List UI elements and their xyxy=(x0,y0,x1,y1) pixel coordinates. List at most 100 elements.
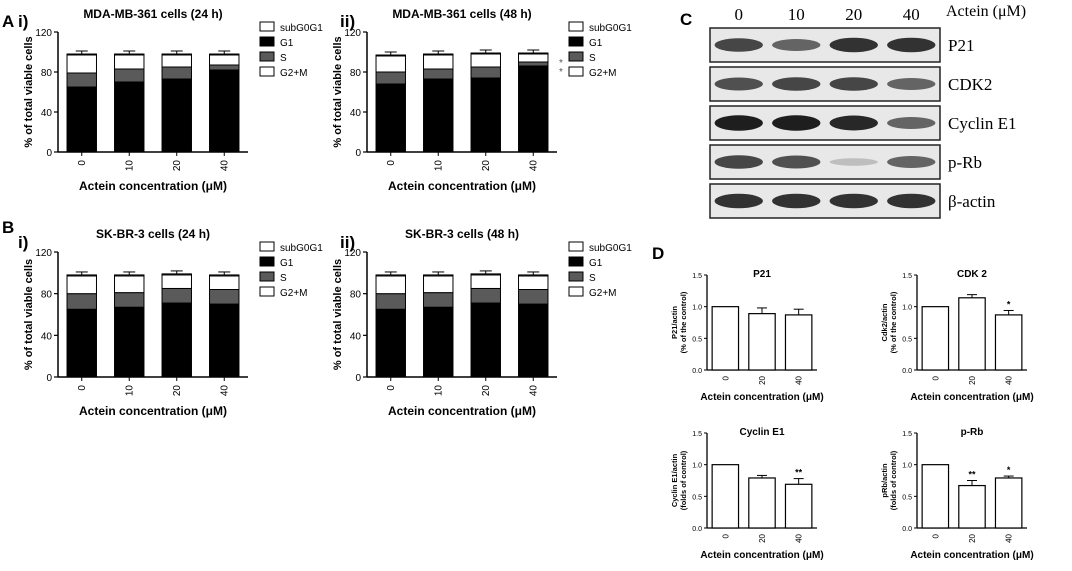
legend-label: S xyxy=(589,53,596,64)
panel-label-b-i: i) xyxy=(18,233,29,252)
chart-b-i: SK-BR-3 cells (24 h) 0 40 80 120% of total v… xyxy=(23,227,323,418)
western-blot: 0 10 20 40 Actein (μM) P21 CDK2 Cyclin E1 p-Rb β-… xyxy=(709,3,1026,219)
blot-band xyxy=(714,77,763,91)
x-tick-label: 10 xyxy=(124,160,135,172)
panel-letter-a: A xyxy=(2,12,15,31)
chart-title: CDK 2 xyxy=(957,269,987,280)
x-tick-label: 40 xyxy=(1005,533,1014,542)
panel-letter-d: D xyxy=(652,244,665,263)
y-tick-label: 0 xyxy=(46,373,52,384)
y-axis-label: % of total viable cells xyxy=(23,36,35,147)
y-tick-label: 0.0 xyxy=(692,526,702,533)
legend-swatch xyxy=(259,36,275,47)
bar-segment xyxy=(209,53,240,56)
y-tick-label: 0 xyxy=(355,373,361,384)
chart-title: SK-BR-3 cells (48 h) xyxy=(405,227,519,241)
blot-lane-label: 40 xyxy=(903,5,920,24)
bar xyxy=(711,464,740,529)
legend-swatch xyxy=(259,286,275,297)
legend-swatch xyxy=(568,241,584,252)
blot-unit-label: Actein (μM) xyxy=(946,3,1026,20)
significance-mark: * xyxy=(1007,465,1011,475)
bar xyxy=(748,313,776,371)
x-axis-label: Actein concentration (μM) xyxy=(388,404,536,418)
legend-swatch xyxy=(568,271,584,282)
bar-segment xyxy=(423,78,454,153)
x-axis-label: Actein concentration (μM) xyxy=(79,179,227,193)
y-tick-label: 1.5 xyxy=(902,431,912,438)
chart-a-i: MDA-MB-361 cells (24 h) 0 40 80 120% of tota… xyxy=(23,7,323,193)
y-tick-label: 40 xyxy=(41,108,53,119)
blot-band xyxy=(772,115,821,131)
blot-protein-label: Cyclin E1 xyxy=(948,114,1016,133)
bar xyxy=(921,464,950,529)
bar-segment xyxy=(66,274,97,277)
y-axis-label: (% of the control) xyxy=(889,291,898,353)
chart-a-ii: MDA-MB-361 cells (48 h) 0 40 80 120% of tota… xyxy=(332,7,632,193)
x-axis-label: Actein concentration (μM) xyxy=(700,392,823,403)
chart-d-p21: P21 0.0 0.5 1.0 1.5 P21/actin (% of the contro… xyxy=(670,269,824,403)
bar xyxy=(994,477,1023,529)
x-tick-label: 0 xyxy=(386,385,397,391)
x-tick-label: 40 xyxy=(219,385,230,397)
blot-protein-label: CDK2 xyxy=(948,75,992,94)
bar-segment xyxy=(66,275,97,295)
x-tick-label: 20 xyxy=(758,533,767,542)
chart-title: Cyclin E1 xyxy=(739,427,784,438)
bar-segment xyxy=(423,306,454,378)
bar-segment xyxy=(114,81,145,153)
legend-label: G1 xyxy=(280,258,294,269)
bar-segment xyxy=(161,53,192,56)
bar-segment xyxy=(114,274,145,277)
bar-segment xyxy=(114,306,145,378)
bar-segment xyxy=(375,308,406,378)
significance-mark: * xyxy=(559,58,563,69)
bar-segment xyxy=(114,53,145,56)
x-tick-label: 20 xyxy=(172,160,183,172)
y-tick-label: 0.0 xyxy=(692,368,702,375)
legend-label: G2+M xyxy=(589,68,617,79)
bar xyxy=(711,306,740,371)
x-axis-label: Actein concentration (μM) xyxy=(910,392,1033,403)
bar xyxy=(748,477,776,529)
bar-segment xyxy=(470,273,501,276)
y-tick-label: 1.0 xyxy=(692,463,702,470)
x-tick-label: 0 xyxy=(721,533,730,538)
bar-segment xyxy=(518,61,549,67)
blot-band xyxy=(829,37,878,53)
bar-segment xyxy=(114,292,145,308)
bar-segment xyxy=(209,274,240,277)
bar-segment xyxy=(423,274,454,277)
bar-segment xyxy=(470,77,501,153)
x-tick-label: 40 xyxy=(528,160,539,172)
x-tick-label: 20 xyxy=(172,385,183,397)
x-axis-label: Actein concentration (μM) xyxy=(700,550,823,561)
blot-band xyxy=(887,78,936,90)
legend-label: subG0G1 xyxy=(280,243,323,254)
bar-segment xyxy=(209,275,240,290)
y-tick-label: 80 xyxy=(41,290,53,301)
blot-band xyxy=(887,193,936,209)
bar-segment xyxy=(375,83,406,153)
bar-segment xyxy=(161,78,192,153)
legend-label: G1 xyxy=(280,38,294,49)
bar-segment xyxy=(161,54,192,68)
y-axis-label: Cdk2/actin xyxy=(880,303,889,341)
y-tick-label: 40 xyxy=(350,108,362,119)
chart-title: MDA-MB-361 cells (48 h) xyxy=(392,7,531,21)
blot-protein-label: p-Rb xyxy=(948,153,982,172)
x-tick-label: 20 xyxy=(481,385,492,397)
y-axis-label: (folds of control) xyxy=(889,450,898,510)
legend-label: subG0G1 xyxy=(280,23,323,34)
blot-lane-label: 20 xyxy=(845,5,862,24)
blot-band xyxy=(772,155,821,169)
bar-segment xyxy=(518,52,549,55)
chart-title: MDA-MB-361 cells (24 h) xyxy=(83,7,222,21)
chart-title: p-Rb xyxy=(961,427,984,438)
bar-segment xyxy=(470,53,501,68)
bar-segment xyxy=(423,68,454,80)
y-tick-label: 0.5 xyxy=(902,494,912,501)
blot-band xyxy=(887,156,936,168)
x-tick-label: 40 xyxy=(795,533,804,542)
y-tick-label: 0 xyxy=(46,148,52,159)
